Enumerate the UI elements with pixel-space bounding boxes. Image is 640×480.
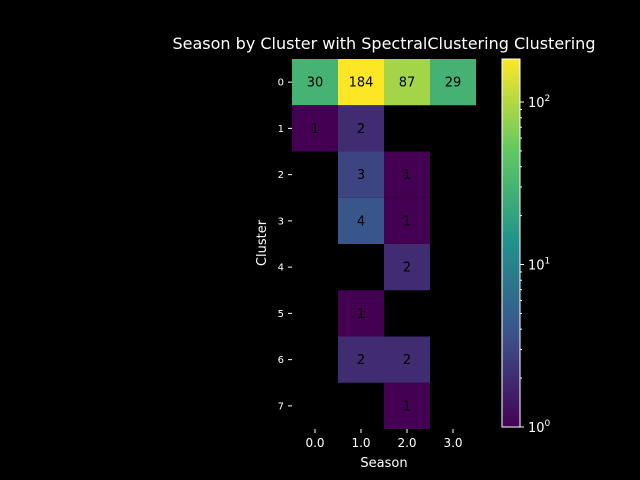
heatmap-cells: 30 184 87 29 1 2 3 1 4 1 2 1 2 2 1: [292, 59, 476, 429]
cell-value-label: 4: [357, 214, 365, 229]
heatmap-cell: [338, 197, 384, 244]
y-tick-label: 5: [278, 309, 284, 320]
y-tick-label: 3: [278, 216, 284, 227]
chart-title: Season by Cluster with SpectralClusterin…: [173, 34, 596, 53]
colorbar-tick-label: 102: [528, 94, 550, 111]
x-tick-label: 3.0: [443, 436, 462, 450]
cell-value-label: 2: [403, 261, 411, 276]
heatmap-cell: [338, 105, 384, 152]
heatmap-cell: [338, 151, 384, 198]
y-tick-label: 7: [278, 401, 284, 412]
y-tick-label: 6: [278, 355, 284, 366]
y-axis-label: Cluster: [255, 219, 270, 266]
cell-value-label: 1: [403, 399, 411, 414]
y-tick-label: 1: [278, 124, 284, 135]
cell-value-label: 1: [403, 214, 411, 229]
heatmap-cell: [384, 244, 430, 291]
heatmap-cell: [338, 336, 384, 383]
x-axis-label: Season: [360, 456, 407, 471]
cell-value-label: 2: [357, 122, 365, 137]
x-axis: 0.0 1.0 2.0 3.0: [305, 429, 463, 450]
cell-value-label: 1: [357, 307, 365, 322]
colorbar-tick-label: 101: [528, 257, 550, 274]
x-tick-label: 1.0: [351, 436, 370, 450]
heatmap-cell: [430, 59, 476, 106]
heatmap-cell: [292, 105, 338, 152]
cell-value-label: 184: [349, 76, 374, 91]
heatmap-cell: [384, 382, 430, 429]
colorbar-tick-label: 100: [528, 419, 551, 436]
cell-value-label: 87: [399, 76, 416, 91]
x-tick-label: 2.0: [397, 436, 416, 450]
x-tick-label: 0.0: [305, 436, 324, 450]
cell-value-label: 1: [311, 122, 319, 137]
cell-value-label: 2: [357, 353, 365, 368]
y-tick-label: 4: [278, 263, 284, 274]
cell-value-label: 1: [403, 168, 411, 183]
heatmap-cell: [338, 290, 384, 337]
cell-value-label: 3: [357, 168, 365, 183]
heatmap-cell: [292, 59, 338, 106]
cell-value-label: 29: [445, 76, 462, 91]
y-tick-label: 0: [278, 78, 284, 89]
colorbar: 100 101 102: [501, 58, 551, 436]
heatmap-cell: [384, 151, 430, 198]
y-tick-label: 2: [278, 170, 284, 181]
colorbar-gradient: [501, 58, 521, 428]
heatmap-cell: [384, 336, 430, 383]
cell-value-label: 2: [403, 353, 411, 368]
y-axis: 0 1 2 3 4 5 6 7: [278, 78, 292, 412]
heatmap-cell: [384, 197, 430, 244]
heatmap-cell: [338, 59, 384, 106]
heatmap-cell: [384, 59, 430, 106]
cell-value-label: 30: [307, 76, 324, 91]
